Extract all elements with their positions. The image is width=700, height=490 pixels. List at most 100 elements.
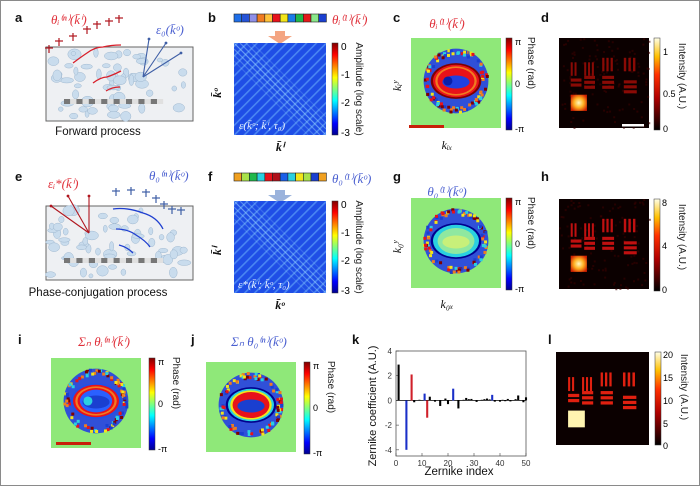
phase-speckle <box>447 49 451 53</box>
speckle <box>630 255 633 258</box>
speckle <box>648 51 651 54</box>
phase-speckle <box>117 384 121 388</box>
panel-l: 20 15 10 5 0 Intensity (A.U.) <box>556 350 689 451</box>
phase-speckle <box>276 418 280 422</box>
scatterer <box>108 104 119 113</box>
speckle <box>564 107 567 110</box>
diagonal-line <box>233 42 327 136</box>
speckle <box>583 38 586 41</box>
speckle <box>633 261 636 264</box>
target-segment <box>107 258 114 263</box>
target-bar-vertical <box>591 62 594 76</box>
scatterer <box>80 63 93 70</box>
target-segment <box>113 258 120 263</box>
speckle <box>582 62 585 65</box>
target-bar-horizontal <box>584 80 595 84</box>
bar-black <box>446 400 450 405</box>
speckle <box>582 119 585 122</box>
phase-speckle <box>449 110 453 114</box>
scatterer <box>78 106 88 113</box>
colorbar-b-tick: 0 <box>341 42 347 53</box>
phase-speckle <box>472 214 476 218</box>
bar-black <box>485 398 489 401</box>
colorbar-c-tick: -π <box>515 124 524 134</box>
speckle <box>621 89 624 92</box>
speckle <box>573 51 576 54</box>
colorbar-d-label: Intensity (A.U.) <box>676 43 687 109</box>
x-tick-label: 0 <box>394 459 399 468</box>
phase-speckle <box>484 240 488 244</box>
phase-speckle <box>452 210 456 214</box>
speckle <box>594 55 597 58</box>
matrix-diagonal-f <box>233 200 327 294</box>
speckle <box>573 207 576 210</box>
phase-speckle <box>279 401 283 405</box>
panel-g-ylabel: k₀ʸ <box>390 240 404 253</box>
speckle <box>571 56 574 59</box>
target-bar-horizontal <box>584 241 595 245</box>
phase-speckle <box>221 405 225 409</box>
target-bar-horizontal <box>570 83 582 87</box>
target-segment <box>132 99 139 104</box>
target-bar-horizontal <box>584 85 595 89</box>
bar-blue <box>405 400 408 450</box>
scatterer <box>79 267 87 278</box>
target-segment <box>95 99 102 104</box>
target-bar-vertical <box>632 218 636 233</box>
phase-speckle <box>460 106 464 110</box>
speckle <box>615 288 618 291</box>
phase-speckle <box>246 371 250 375</box>
phase-speckle <box>443 52 447 56</box>
speckle <box>567 205 570 208</box>
phase-speckle <box>481 74 485 78</box>
speckle <box>637 62 640 65</box>
speckle <box>645 81 648 84</box>
panel-g: θ₀⁽¹⁾(k̄ᵒ) k₀ʸ k₀ₓ π 0 -π Phase (rad) <box>390 184 536 311</box>
phase-speckle <box>431 260 435 264</box>
strip-cell <box>249 172 258 182</box>
speckle <box>633 254 636 257</box>
phase-speckle <box>113 421 117 425</box>
panel-label-b: b <box>208 10 216 25</box>
speckle <box>634 201 637 204</box>
phase-speckle <box>279 397 283 401</box>
bar-blue <box>491 394 494 401</box>
strip-cell <box>279 13 289 23</box>
speckle <box>581 237 584 240</box>
colorbar-l <box>654 351 662 446</box>
phase-speckle <box>248 376 252 380</box>
target-bar-horizontal <box>582 401 594 405</box>
arrow-icon <box>142 42 167 78</box>
phase-speckle <box>426 69 430 73</box>
target-segment <box>144 258 151 263</box>
phase-speckle <box>120 411 124 415</box>
speckle <box>579 279 582 282</box>
speckle <box>592 264 595 267</box>
phase-speckle <box>428 65 432 69</box>
colorbar-h <box>653 198 661 292</box>
phase-speckle <box>430 96 434 100</box>
scatterer <box>135 58 148 65</box>
target-bar-horizontal <box>602 241 615 245</box>
phase-speckle <box>485 73 489 77</box>
strip-cell <box>264 13 273 23</box>
bar-black <box>480 399 483 401</box>
medium-box <box>45 205 194 281</box>
arrow-icon <box>142 52 182 78</box>
panel-label-g: g <box>393 169 401 184</box>
speckle <box>613 121 616 124</box>
scatterer <box>148 227 154 236</box>
target-segment <box>132 258 139 263</box>
scatterer <box>87 107 98 115</box>
phase-speckle <box>106 428 110 432</box>
phase-speckle <box>278 391 282 395</box>
scatterer <box>103 224 108 233</box>
strip-cell <box>272 13 281 23</box>
phase-speckle <box>463 212 467 216</box>
speckle <box>569 94 572 97</box>
phase-speckle <box>224 416 228 420</box>
speckle <box>599 215 602 218</box>
target-segment <box>138 258 145 263</box>
target-bar-vertical <box>572 377 575 392</box>
phase-speckle <box>95 369 99 373</box>
